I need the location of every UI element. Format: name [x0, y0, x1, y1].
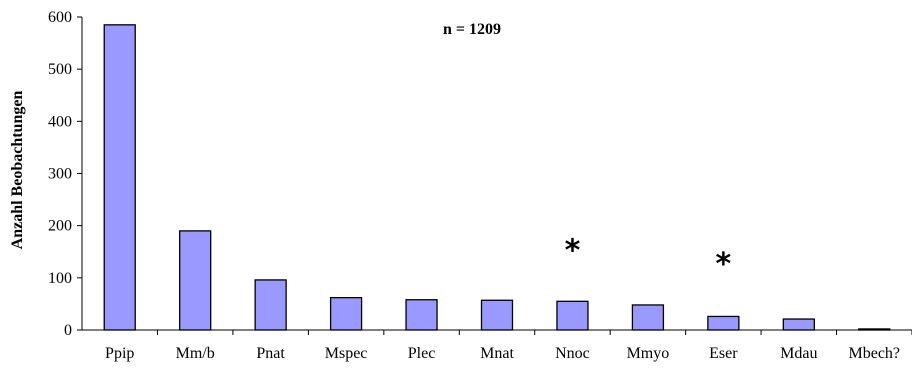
- x-tick-label: Mspec: [325, 345, 368, 362]
- bars: [103, 24, 891, 331]
- y-tick-label: 200: [48, 218, 72, 235]
- x-tick-labels: Ppip Mm/b Pnat Mspec Plec Mnat Nnoc Mmyo Eser Mda…: [105, 330, 912, 362]
- bar-mmb: [179, 230, 212, 331]
- bar-mmyo: [631, 304, 665, 331]
- x-tick-label: Mm/b: [176, 345, 215, 362]
- x-tick-label: Ppip: [105, 345, 134, 362]
- bar-mbech: [858, 328, 891, 331]
- bar-mnat: [480, 299, 514, 331]
- x-tick-label: Mnat: [480, 345, 514, 362]
- asterisk-marker: *: [716, 247, 732, 282]
- x-tick-label: Mmyo: [627, 345, 670, 362]
- asterisk-marker: *: [565, 234, 581, 269]
- bar-pnat: [254, 279, 287, 331]
- y-ticks: 0 100 200 300 400 500 600: [48, 9, 82, 339]
- annotation-markers: * *: [565, 234, 732, 282]
- y-tick-label: 0: [64, 322, 72, 339]
- bar-mdau: [782, 318, 815, 331]
- x-tick-label: Nnoc: [555, 345, 590, 362]
- y-tick-label: 100: [48, 270, 72, 287]
- y-tick-label: 300: [48, 166, 72, 183]
- x-tick-label: Mbech?: [849, 345, 901, 362]
- sample-size-annotation: n = 1209: [443, 21, 501, 38]
- bar-eser: [707, 315, 740, 331]
- x-tick-label: Plec: [408, 345, 436, 362]
- bar-nnoc: [556, 300, 589, 331]
- y-tick-label: 500: [48, 61, 72, 78]
- bar-mspec: [329, 297, 363, 331]
- bar-ppip: [103, 24, 136, 331]
- x-tick-label: Eser: [709, 345, 738, 362]
- y-tick-label: 400: [48, 113, 72, 130]
- y-tick-label: 600: [48, 9, 72, 26]
- y-axis-title: Anzahl Beobachtungen: [9, 91, 26, 250]
- bar-plec: [405, 299, 438, 331]
- x-tick-label: Mdau: [780, 345, 817, 362]
- x-tick-label: Pnat: [256, 345, 285, 362]
